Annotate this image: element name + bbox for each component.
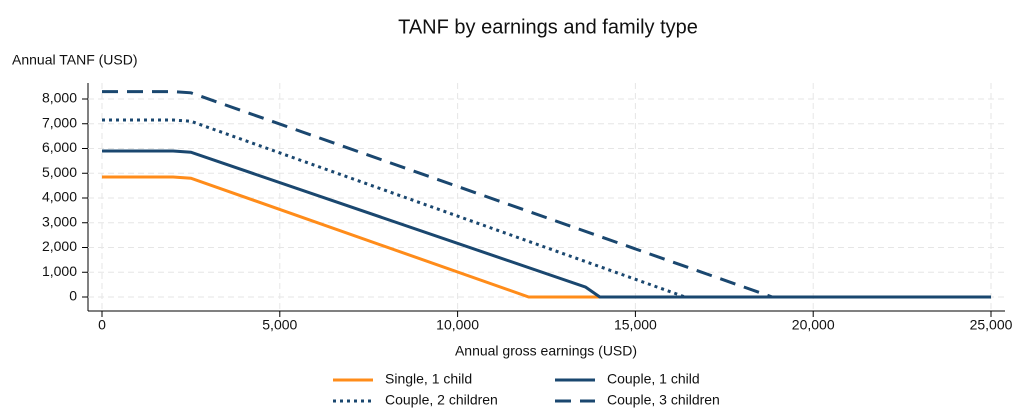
y-tick-label: 0 xyxy=(69,288,77,304)
y-tick-label: 7,000 xyxy=(42,114,77,130)
series-line xyxy=(102,90,991,299)
x-tick-label: 0 xyxy=(98,317,106,333)
y-tick-label: 1,000 xyxy=(42,263,77,279)
x-axis-label: Annual gross earnings (USD) xyxy=(455,343,637,359)
x-tick-label: 10,000 xyxy=(436,317,479,333)
y-tick-label: 5,000 xyxy=(42,164,77,180)
y-tick-label: 6,000 xyxy=(42,139,77,155)
legend-label: Couple, 2 children xyxy=(385,392,498,408)
y-tick-label: 3,000 xyxy=(42,213,77,229)
x-tick-label: 5,000 xyxy=(262,317,297,333)
legend-label: Couple, 3 children xyxy=(607,392,720,408)
chart-title: TANF by earnings and family type xyxy=(398,16,698,38)
y-tick-label: 2,000 xyxy=(42,238,77,254)
y-axis-label: Annual TANF (USD) xyxy=(12,52,138,68)
y-tick-label: 4,000 xyxy=(42,189,77,205)
x-tick-label: 15,000 xyxy=(614,317,657,333)
y-tick-label: 8,000 xyxy=(42,90,77,106)
legend-label: Couple, 1 child xyxy=(607,371,700,387)
series-line xyxy=(102,118,991,299)
series-line xyxy=(102,175,991,299)
x-tick-label: 25,000 xyxy=(970,317,1013,333)
legend-label: Single, 1 child xyxy=(385,371,472,387)
series-line xyxy=(102,149,991,299)
x-tick-label: 20,000 xyxy=(792,317,835,333)
